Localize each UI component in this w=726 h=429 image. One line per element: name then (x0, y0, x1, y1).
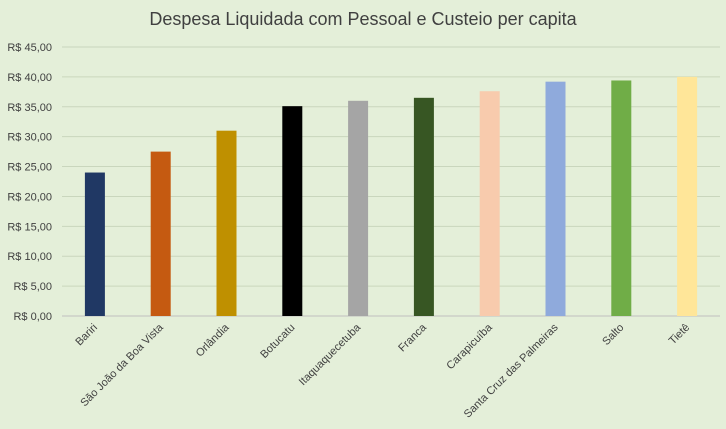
x-tick-label: Salto (600, 322, 626, 348)
chart-title: Despesa Liquidada com Pessoal e Custeio … (149, 9, 577, 29)
bar-8 (545, 81, 566, 316)
x-tick-label: Orlândia (194, 321, 233, 360)
y-tick-label: R$ 10,00 (7, 251, 52, 263)
bar-1 (84, 172, 105, 316)
x-tick-label: Tietê (667, 322, 692, 347)
y-tick-label: R$ 30,00 (7, 132, 52, 144)
bar-4 (282, 106, 303, 317)
bar-2 (150, 151, 171, 316)
x-tick-label: Itaquaquecetuba (297, 321, 364, 388)
x-tick-label: Bariri (73, 322, 100, 349)
x-tick-label: Carapicuíba (444, 321, 495, 372)
y-tick-label: R$ 25,00 (7, 162, 52, 174)
bar-6 (413, 97, 434, 316)
bar-3 (216, 130, 237, 316)
bar-7 (479, 91, 500, 316)
bar-5 (348, 100, 369, 316)
y-tick-label: R$ 35,00 (7, 102, 52, 114)
y-tick-label: R$ 40,00 (7, 72, 52, 84)
y-tick-label: R$ 20,00 (7, 191, 52, 203)
bar-10 (677, 76, 698, 316)
bar-9 (611, 80, 632, 316)
x-tick-label: Botucatu (258, 322, 297, 361)
y-tick-label: R$ 45,00 (7, 42, 52, 54)
x-tick-label: Franca (396, 321, 429, 354)
y-tick-label: R$ 0,00 (13, 311, 52, 323)
y-tick-label: R$ 5,00 (13, 281, 52, 293)
y-tick-label: R$ 15,00 (7, 221, 52, 233)
